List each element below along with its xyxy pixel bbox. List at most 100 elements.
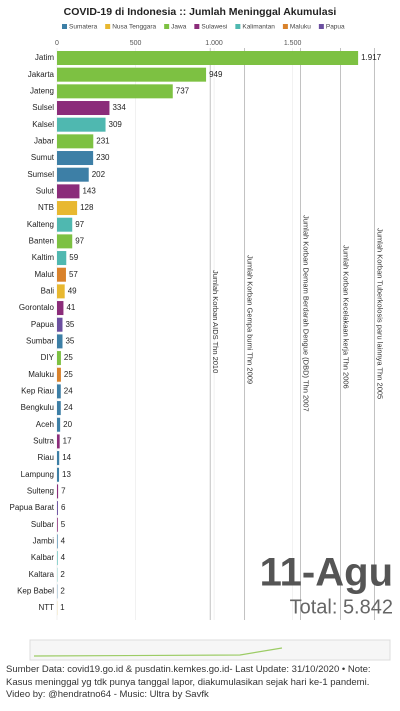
y-tick-label: Sultra <box>33 437 54 446</box>
bar <box>57 267 66 282</box>
bar <box>57 334 63 349</box>
value-label: 5 <box>61 520 66 529</box>
bar <box>57 317 63 332</box>
value-label: 202 <box>92 170 106 179</box>
value-label: 7 <box>61 487 66 496</box>
y-tick-label: Kalteng <box>27 220 54 229</box>
legend-label: Kalimantan <box>242 24 275 31</box>
value-label: 1 <box>60 603 65 612</box>
y-tick-label: Banten <box>29 236 54 245</box>
y-tick-label: Sulbar <box>31 520 54 529</box>
bar <box>57 251 67 266</box>
x-tick-label: 500 <box>130 40 142 47</box>
value-label: 97 <box>75 236 84 245</box>
value-label: 97 <box>75 220 84 229</box>
value-label: 25 <box>64 353 73 362</box>
legend-label: Maluku <box>290 24 311 31</box>
bar <box>57 151 94 166</box>
legend-swatch <box>164 24 170 29</box>
value-label: 949 <box>209 70 223 79</box>
value-label: 59 <box>69 253 78 262</box>
bar <box>57 184 80 199</box>
value-label: 4 <box>61 553 66 562</box>
bar <box>57 434 60 449</box>
credit: Video by: @hendratno64 - Music: Ultra by… <box>6 689 209 700</box>
reference-label: Jumlah Korban Tuberkolosis paru lainnya … <box>375 228 384 399</box>
bar <box>57 101 110 116</box>
mini-timeline <box>29 639 391 661</box>
bar <box>57 384 61 399</box>
value-label: 2 <box>60 587 65 596</box>
value-label: 1.917 <box>361 53 382 62</box>
value-label: 41 <box>66 303 75 312</box>
y-tick-label: Jateng <box>30 86 54 95</box>
y-tick-label: Kep Riau <box>21 387 54 396</box>
y-tick-label: Jabar <box>34 136 54 145</box>
value-label: 24 <box>64 387 73 396</box>
y-tick-label: Papua Barat <box>10 503 55 512</box>
y-tick-label: Maluku <box>28 370 54 379</box>
value-label: 128 <box>80 203 94 212</box>
bar <box>57 534 58 549</box>
bar <box>57 51 359 65</box>
y-tick-label: Jambi <box>33 537 55 546</box>
legend-swatch <box>235 24 241 29</box>
y-tick-label: Sulut <box>36 186 55 195</box>
bar <box>57 234 73 249</box>
bar <box>57 301 64 316</box>
y-tick-label: NTT <box>38 603 54 612</box>
bar <box>57 451 60 466</box>
y-tick-label: Sulteng <box>27 487 54 496</box>
reference-label: Jumlah Korban AIDS Thn 2010 <box>211 270 220 373</box>
y-tick-label: Malut <box>34 270 54 279</box>
value-label: 35 <box>65 336 74 345</box>
value-label: 309 <box>109 120 123 129</box>
y-tick-label: NTB <box>38 203 54 212</box>
value-label: 737 <box>176 86 190 95</box>
legend-swatch <box>282 24 288 29</box>
mini-timeline-line <box>33 647 283 657</box>
y-tick-label: Kalsel <box>32 120 54 129</box>
y-tick-label: Riau <box>38 453 54 462</box>
bar <box>57 351 61 366</box>
bar <box>57 551 58 566</box>
value-label: 35 <box>65 320 74 329</box>
bar <box>57 484 59 499</box>
value-label: 25 <box>64 370 73 379</box>
reference-label: Jumlah Korban Kecelakaan kerja Thn 2006 <box>342 245 351 389</box>
y-tick-label: Sumut <box>31 153 55 162</box>
value-label: 230 <box>96 153 110 162</box>
value-label: 334 <box>112 103 126 112</box>
y-tick-label: DIY <box>41 353 55 362</box>
bar <box>57 367 61 382</box>
bar <box>57 417 61 432</box>
bar <box>57 501 58 516</box>
chart: COVID-19 di Indonesia :: Jumlah Meningga… <box>10 6 393 661</box>
date-label: 11-Agu <box>260 551 393 595</box>
y-tick-label: Kaltim <box>32 253 55 262</box>
y-tick-label: Kalbar <box>31 553 54 562</box>
legend-swatch <box>318 24 324 29</box>
value-label: 24 <box>64 403 73 412</box>
bar <box>57 517 58 532</box>
y-tick-label: Jatim <box>35 53 54 62</box>
y-tick-label: Kep Babel <box>17 587 54 596</box>
y-tick-label: Kaltara <box>29 570 55 579</box>
legend-swatch <box>62 24 67 29</box>
reference-label: Jumlah Korban Gempa bumi Thn 2009 <box>246 255 255 384</box>
value-label: 2 <box>60 570 65 579</box>
legend-swatch <box>194 24 200 29</box>
bar <box>57 134 94 149</box>
value-label: 231 <box>96 136 110 145</box>
value-label: 14 <box>62 453 71 462</box>
legend-label: Nusa Tenggara <box>112 24 156 31</box>
value-label: 17 <box>63 437 72 446</box>
value-label: 49 <box>68 286 77 295</box>
bar <box>57 84 173 99</box>
value-label: 57 <box>69 270 78 279</box>
x-tick-label: 1.000 <box>205 40 223 47</box>
value-label: 6 <box>61 503 66 512</box>
bar <box>57 201 78 216</box>
source-note: Sumber Data: covid19.go.id & pusdatin.ke… <box>6 664 371 688</box>
